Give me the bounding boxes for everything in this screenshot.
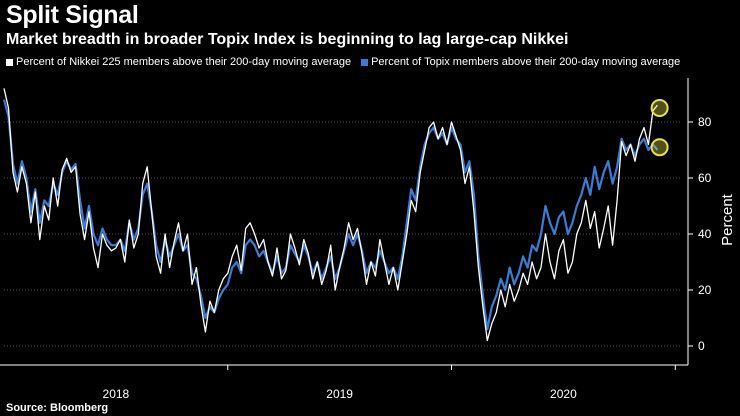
series-line-topix	[2, 99, 659, 331]
chart-legend: Percent of Nikkei 225 members above thei…	[6, 56, 734, 68]
series-lines	[2, 88, 659, 342]
x-tick-label-2018: 2018	[103, 387, 130, 401]
y-tick-label-0: 0	[698, 339, 705, 353]
x-tick-label-2019: 2019	[326, 387, 353, 401]
y-axis-label: Percent	[719, 193, 736, 246]
chart-subtitle: Market breadth in broader Topix Index is…	[6, 31, 569, 48]
source-note: Source: Bloomberg	[6, 402, 109, 414]
y-tick-label-60: 60	[698, 171, 712, 185]
highlight-marker-topix	[650, 138, 669, 157]
legend-label-nikkei: Percent of Nikkei 225 members above thei…	[16, 56, 352, 68]
legend-swatch-topix	[361, 58, 369, 66]
axes: 0 20 40 60 80 2018 2019 2020	[0, 78, 712, 401]
legend-item-topix: Percent of Topix members above their 200…	[361, 56, 680, 68]
gridlines	[4, 121, 682, 347]
x-tick-label-2020: 2020	[550, 387, 577, 401]
highlight-markers	[650, 99, 669, 157]
y-tick-label-40: 40	[698, 227, 712, 241]
legend-label-topix: Percent of Topix members above their 200…	[371, 56, 681, 68]
legend-item-nikkei: Percent of Nikkei 225 members above thei…	[6, 56, 351, 68]
y-tick-label-80: 80	[698, 115, 712, 129]
legend-swatch-nikkei	[6, 58, 13, 66]
y-tick-label-20: 20	[698, 283, 712, 297]
chart-title: Split Signal	[6, 1, 139, 29]
highlight-marker-nikkei	[650, 99, 669, 117]
series-line-nikkei	[3, 88, 658, 342]
